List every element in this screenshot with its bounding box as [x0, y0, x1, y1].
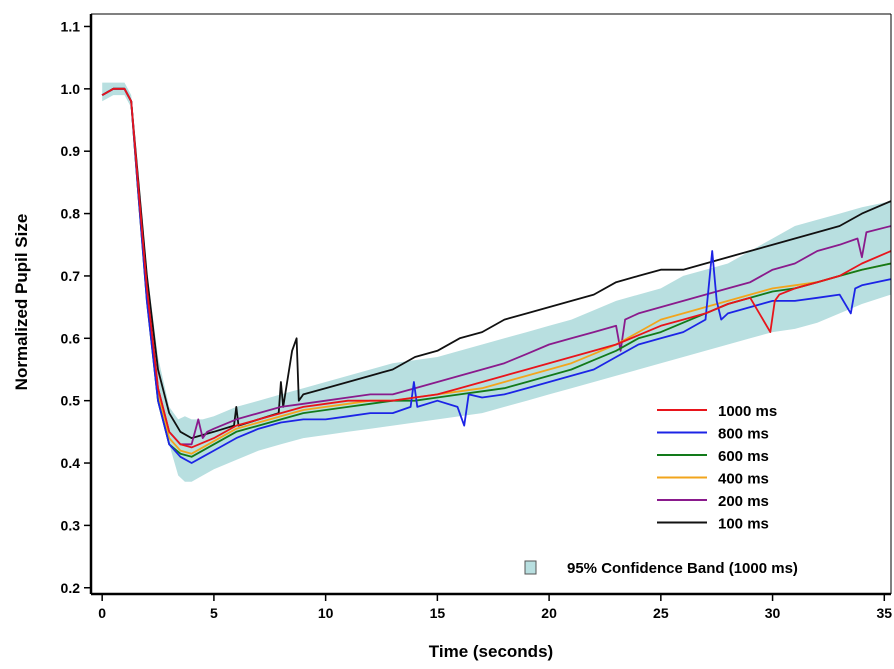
y-tick-label: 0.7 — [61, 268, 81, 284]
y-tick-label: 0.6 — [61, 330, 81, 346]
axes-layer: 0 5 10 15 20 25 30 35 0.2 0.3 0.4 0.5 0.6 0.7 0.8 0.9 1.… — [61, 13, 893, 621]
y-tick-label: 0.3 — [61, 517, 81, 533]
y-tick-label: 1.0 — [61, 81, 81, 97]
x-tick-label: 30 — [765, 605, 781, 621]
series-line-800-ms — [101, 87, 892, 464]
y-axis-label: Normalized Pupil Size — [12, 214, 31, 391]
legend-label: 200 ms — [718, 493, 769, 510]
x-tick-label: 0 — [98, 605, 106, 621]
confidence-band-layer — [102, 82, 891, 482]
series-layer — [101, 87, 892, 464]
legend: 1000 ms 800 ms 600 ms 400 ms 200 ms 100 ms 95%… — [524, 403, 798, 577]
x-tick-label: 25 — [653, 605, 669, 621]
x-axis-label: Time (seconds) — [429, 642, 553, 661]
x-tick-label: 35 — [877, 605, 893, 621]
legend-label: 600 ms — [718, 448, 769, 465]
y-tick-label: 0.2 — [61, 580, 81, 596]
legend-label: 100 ms — [718, 516, 769, 533]
y-tick-label: 0.4 — [61, 455, 81, 471]
legend-label: 1000 ms — [718, 403, 777, 420]
y-tick-label: 1.1 — [61, 18, 81, 34]
series-line-1000-ms — [101, 87, 892, 449]
y-tick-label: 0.8 — [61, 206, 81, 222]
y-tick-label: 0.9 — [61, 143, 81, 159]
x-tick-label: 5 — [210, 605, 218, 621]
x-tick-label: 15 — [430, 605, 446, 621]
legend-label: 800 ms — [718, 426, 769, 443]
y-tick-label: 0.5 — [61, 393, 81, 409]
legend-label: 400 ms — [718, 471, 769, 488]
legend-band-swatch — [524, 560, 537, 575]
x-tick-label: 10 — [318, 605, 334, 621]
confidence-band-area — [102, 82, 891, 482]
x-tick-label: 20 — [541, 605, 557, 621]
legend-band-label: 95% Confidence Band (1000 ms) — [567, 560, 798, 577]
series-line-100-ms — [101, 87, 892, 440]
